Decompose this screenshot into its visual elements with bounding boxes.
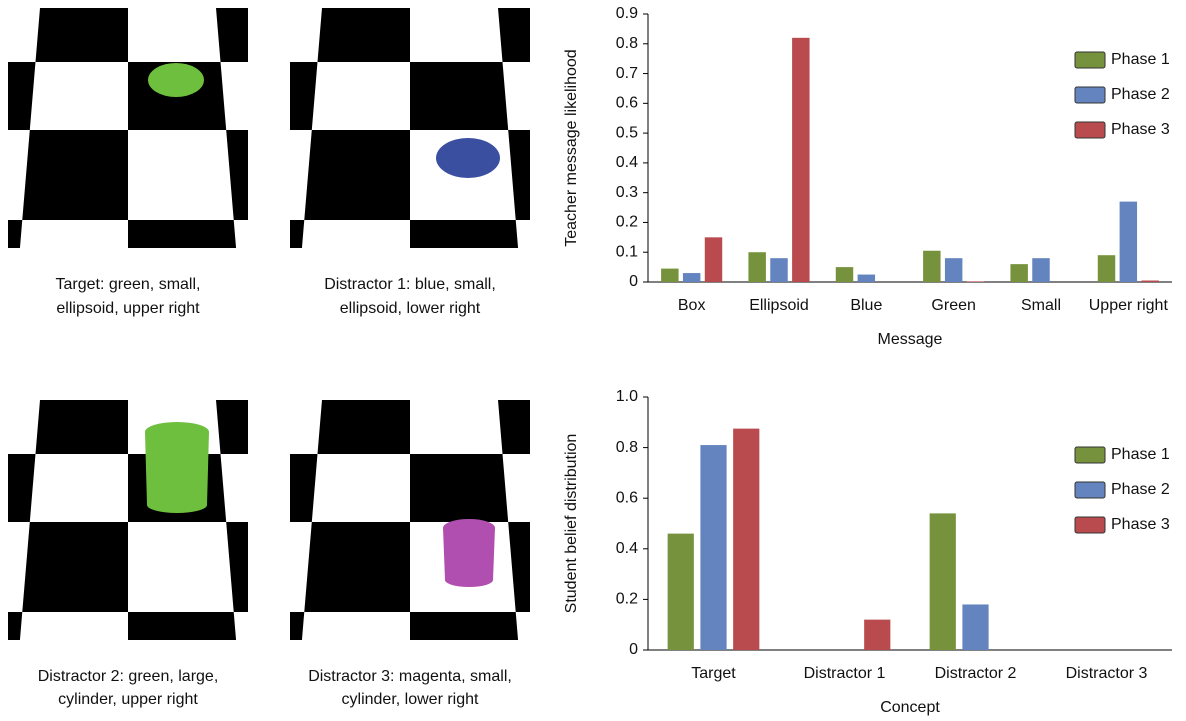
x-tick-label: Distractor 3 bbox=[1066, 665, 1148, 682]
x-tick-label: Target bbox=[691, 665, 736, 682]
y-tick-label: 0.2 bbox=[616, 591, 638, 608]
x-tick-label: Distractor 1 bbox=[804, 665, 886, 682]
y-tick-label: 0.3 bbox=[616, 184, 638, 201]
y-axis-title: Teacher message likelihood bbox=[563, 49, 580, 246]
y-tick-label: 0.7 bbox=[616, 65, 638, 82]
bar bbox=[836, 267, 853, 282]
legend-label: Phase 1 bbox=[1111, 446, 1170, 463]
board-square bbox=[22, 522, 128, 612]
y-tick-label: 0.4 bbox=[616, 154, 638, 171]
board-square bbox=[304, 522, 410, 612]
figure: Target: green, small, ellipsoid, upper r… bbox=[0, 0, 1186, 721]
legend-label: Phase 2 bbox=[1111, 86, 1170, 103]
y-tick-label: 0 bbox=[629, 273, 638, 290]
bar bbox=[1120, 202, 1137, 282]
y-tick-label: 0.6 bbox=[616, 489, 638, 506]
board-square bbox=[317, 8, 410, 62]
y-tick-label: 0.8 bbox=[616, 35, 638, 52]
green-cylinder bbox=[145, 422, 209, 513]
bar bbox=[770, 258, 787, 282]
legend-swatch bbox=[1075, 52, 1105, 68]
bar bbox=[930, 513, 956, 650]
bar bbox=[1098, 255, 1115, 282]
legend-swatch bbox=[1075, 447, 1105, 463]
legend-label: Phase 1 bbox=[1111, 51, 1170, 68]
legend-swatch bbox=[1075, 87, 1105, 103]
board-square bbox=[410, 62, 508, 130]
board-square bbox=[595, 62, 705, 130]
board-square bbox=[0, 220, 22, 248]
caption: ellipsoid, lower right bbox=[340, 300, 481, 317]
bar bbox=[683, 273, 700, 282]
y-tick-label: 0.9 bbox=[616, 5, 638, 22]
legend-label: Phase 3 bbox=[1111, 516, 1170, 533]
bar bbox=[661, 269, 678, 282]
y-tick-label: 0.5 bbox=[616, 124, 638, 141]
caption: cylinder, lower right bbox=[342, 691, 480, 708]
board-square bbox=[498, 8, 595, 62]
blue-ellipsoid bbox=[436, 138, 500, 178]
caption: Distractor 2: green, large, bbox=[38, 668, 219, 685]
x-tick-label: Upper right bbox=[1089, 297, 1169, 314]
magenta-cylinder bbox=[443, 519, 495, 587]
bar bbox=[748, 252, 765, 282]
board-square bbox=[410, 612, 518, 640]
bar bbox=[1141, 281, 1158, 282]
board-square bbox=[128, 612, 236, 640]
board-square bbox=[128, 220, 236, 248]
bar bbox=[923, 251, 940, 282]
x-tick-label: Ellipsoid bbox=[749, 297, 809, 314]
caption: ellipsoid, upper right bbox=[56, 300, 200, 317]
bar bbox=[733, 429, 759, 650]
board-square bbox=[410, 454, 508, 522]
board-square bbox=[35, 8, 128, 62]
legend-label: Phase 2 bbox=[1111, 481, 1170, 498]
caption: cylinder, upper right bbox=[58, 691, 198, 708]
board-square bbox=[595, 454, 705, 522]
board-square bbox=[0, 612, 22, 640]
bar bbox=[1010, 264, 1027, 282]
y-axis-title: Student belief distribution bbox=[563, 434, 580, 614]
y-tick-label: 0.1 bbox=[616, 243, 638, 260]
board-square bbox=[0, 62, 35, 130]
y-tick-label: 0.4 bbox=[616, 540, 638, 557]
y-tick-label: 0 bbox=[629, 641, 638, 658]
bar bbox=[792, 38, 809, 282]
bar bbox=[967, 281, 984, 282]
board-square bbox=[22, 130, 128, 220]
y-tick-label: 0.8 bbox=[616, 439, 638, 456]
y-tick-label: 1.0 bbox=[616, 388, 638, 405]
x-axis-title: Message bbox=[878, 331, 943, 348]
legend-swatch bbox=[1075, 122, 1105, 138]
x-axis-title: Concept bbox=[880, 699, 940, 716]
x-tick-label: Small bbox=[1021, 297, 1061, 314]
board-square bbox=[35, 400, 128, 454]
bar bbox=[864, 620, 890, 650]
x-tick-label: Distractor 2 bbox=[935, 665, 1017, 682]
bar bbox=[945, 258, 962, 282]
green-ellipsoid bbox=[148, 63, 204, 97]
board-square bbox=[410, 220, 518, 248]
bar bbox=[705, 237, 722, 282]
caption: Target: green, small, bbox=[56, 276, 201, 293]
board-square bbox=[0, 454, 35, 522]
bar bbox=[962, 604, 988, 650]
bar bbox=[668, 534, 694, 650]
board-square bbox=[304, 130, 410, 220]
board-square bbox=[317, 400, 410, 454]
legend-swatch bbox=[1075, 517, 1105, 533]
bar bbox=[858, 275, 875, 282]
x-tick-label: Green bbox=[931, 297, 975, 314]
x-tick-label: Blue bbox=[850, 297, 882, 314]
caption: Distractor 1: blue, small, bbox=[324, 276, 496, 293]
bar bbox=[700, 445, 726, 650]
y-tick-label: 0.2 bbox=[616, 214, 638, 231]
bar bbox=[1032, 258, 1049, 282]
board-square bbox=[498, 400, 595, 454]
legend-label: Phase 3 bbox=[1111, 121, 1170, 138]
x-tick-label: Box bbox=[678, 297, 706, 314]
legend-swatch bbox=[1075, 482, 1105, 498]
caption: Distractor 3: magenta, small, bbox=[308, 668, 512, 685]
y-tick-label: 0.6 bbox=[616, 95, 638, 112]
